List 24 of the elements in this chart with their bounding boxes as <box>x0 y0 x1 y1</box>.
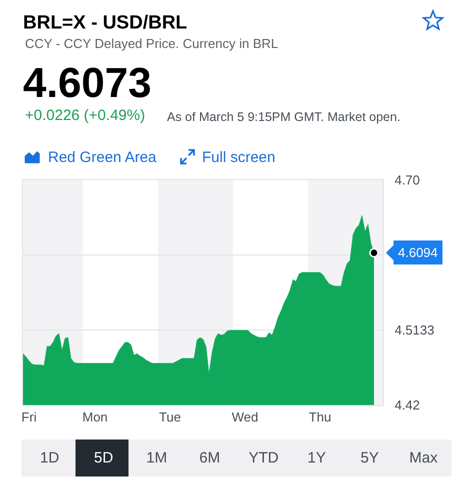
y-tick-label: 4.70 <box>394 172 420 188</box>
x-tick-label: Tue <box>159 410 181 425</box>
y-tick-label: 4.5133 <box>394 322 434 338</box>
text: Full screen <box>202 149 276 166</box>
chart-title: BRL=X - USD/BRL <box>23 12 188 34</box>
text: 1D <box>40 450 60 466</box>
x-tick-label: Fri <box>21 410 37 425</box>
text: YTD <box>248 450 279 466</box>
x-tick-label: Mon <box>82 410 108 425</box>
text: 4.6094 <box>398 245 438 260</box>
y-tick-label: 4.42 <box>394 398 420 413</box>
text: As of March 5 9:15PM GMT. Market open. <box>167 110 400 124</box>
text: 1Y <box>308 450 326 466</box>
x-tick-label: Thu <box>308 410 332 425</box>
text: 6M <box>199 450 220 466</box>
text: Red Green Area <box>48 149 158 166</box>
text: 5Y <box>360 450 379 466</box>
text: +0.0226 (+0.49%) <box>25 107 146 124</box>
text: 4.6073 <box>23 59 152 106</box>
text: 5D <box>94 450 114 466</box>
x-tick-label: Wed <box>232 410 258 425</box>
text: 1M <box>146 450 168 466</box>
text: Max <box>409 450 438 466</box>
chart-subtitle: CCY - CCY Delayed Price. Currency in BRL <box>25 36 278 51</box>
